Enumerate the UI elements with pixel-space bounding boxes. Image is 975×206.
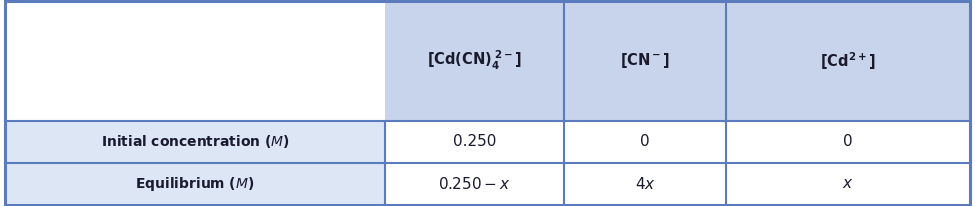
Text: $\mathbf{Equilibrium\ (\mathit{M})}$: $\mathbf{Equilibrium\ (\mathit{M})}$ xyxy=(136,175,254,193)
Text: 0: 0 xyxy=(843,134,853,149)
Text: $\bf{[Cd^{2+}]}$: $\bf{[Cd^{2+}]}$ xyxy=(821,50,876,72)
Text: 0: 0 xyxy=(641,134,649,149)
Text: $4x$: $4x$ xyxy=(635,176,655,192)
Text: $\mathbf{Initial\ concentration\ (\mathit{M})}$: $\mathbf{Initial\ concentration\ (\mathi… xyxy=(100,133,290,150)
Text: $\bf{[Cd(CN)_4^{\ 2-}]}$: $\bf{[Cd(CN)_4^{\ 2-}]}$ xyxy=(427,49,522,72)
Bar xyxy=(385,121,970,163)
Text: $x$: $x$ xyxy=(842,176,854,191)
Text: $\bf{[CN^-]}$: $\bf{[CN^-]}$ xyxy=(620,51,670,70)
Bar xyxy=(385,163,970,205)
Bar xyxy=(5,163,385,205)
Bar xyxy=(5,121,385,163)
Bar xyxy=(385,1,970,121)
Text: $0.250 - x$: $0.250 - x$ xyxy=(438,176,511,192)
Text: 0.250: 0.250 xyxy=(452,134,496,149)
